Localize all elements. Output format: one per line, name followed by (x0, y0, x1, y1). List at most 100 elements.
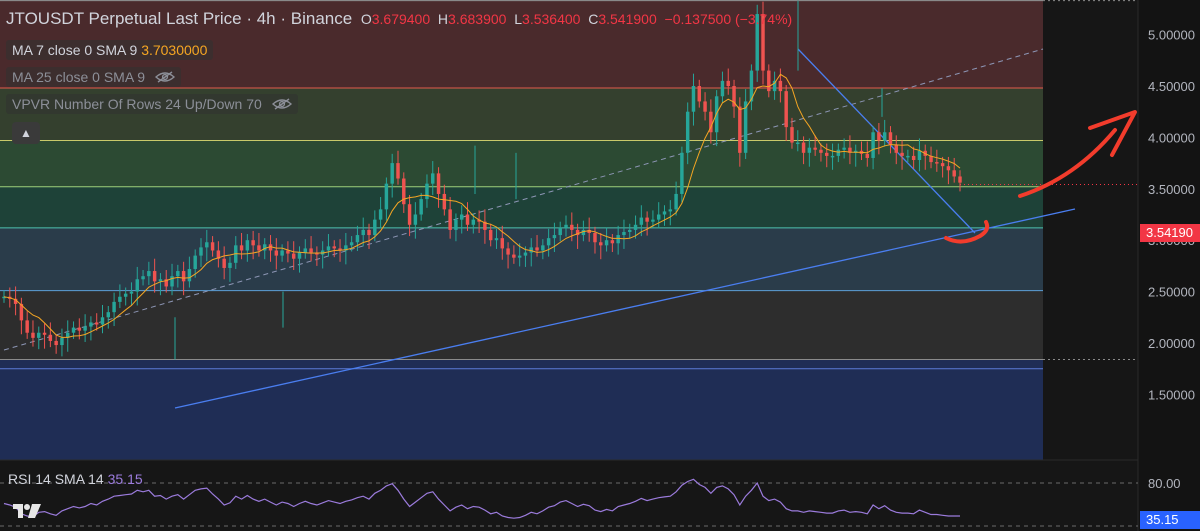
candle-body (384, 183, 389, 210)
candle-body (378, 209, 383, 220)
candle-body (506, 248, 510, 255)
candle-body (575, 229, 580, 236)
candle-body (349, 242, 354, 246)
candle-body (390, 163, 394, 184)
candle-body (355, 235, 360, 243)
candle-body (60, 337, 64, 346)
candle-body (564, 224, 568, 228)
candle-body (888, 132, 893, 145)
candle-body (668, 209, 673, 212)
ascending-support-line (174, 208, 1076, 409)
candle-body (152, 271, 157, 282)
rsi-tick-label: 80.00 (1148, 476, 1181, 491)
candle-body (836, 149, 841, 156)
candle-body (402, 178, 406, 205)
last-price-tag: 3.54190 (1140, 224, 1200, 242)
symbol-title[interactable]: JTOUSDT Perpetual Last Price (6, 9, 242, 28)
candle-body (373, 219, 377, 236)
candle-body (662, 211, 667, 215)
hand-drawn-arrow-icon (1018, 128, 1117, 198)
candle-body (830, 155, 835, 158)
candle-body (819, 149, 823, 153)
indicator-vpvr[interactable]: VPVR Number Of Rows 24 Up/Down 70 (6, 94, 298, 114)
candle-body (112, 301, 116, 313)
candle-body (280, 250, 284, 256)
candle-body (778, 80, 783, 92)
candle-body (77, 327, 82, 331)
candle-body (587, 229, 591, 234)
y-tick-label: 4.50000 (1148, 79, 1195, 94)
chevron-up-icon[interactable]: ▲ (12, 122, 40, 144)
rsi-legend[interactable]: RSI 14 SMA 14 35.15 (8, 471, 143, 487)
low-value: 3.536400 (522, 11, 581, 27)
candle-body (2, 296, 6, 299)
hidden-eye-icon[interactable] (154, 71, 175, 83)
candle-body (454, 219, 458, 230)
change-value: −0.137500 (−3.74%) (664, 11, 793, 27)
ohlc-readout: O3.679400 H3.683900 L3.536400 C3.541900 … (360, 11, 793, 27)
candle-body (396, 163, 400, 179)
candle-body (94, 322, 99, 325)
candle-body (825, 152, 829, 156)
ma7-line (3, 73, 961, 338)
exchange-label: Binance (290, 9, 353, 28)
candle-body (135, 279, 139, 292)
candle-body (141, 276, 145, 280)
candle-body (865, 153, 870, 158)
candle-body (604, 240, 609, 246)
indicator-ma7[interactable]: MA 7 close 0 SMA 9 3.7030000 (6, 40, 214, 60)
fib-zone (0, 186, 1043, 228)
candle-body (581, 229, 586, 236)
fib-zone (0, 290, 1043, 360)
interval-label[interactable]: 4h (256, 9, 276, 28)
ma7-value: 3.7030000 (141, 42, 208, 58)
candle-body (239, 245, 244, 251)
candle-body (894, 144, 898, 153)
candle-body (431, 173, 435, 184)
candle-body (448, 209, 452, 230)
close-value: 3.541900 (598, 11, 657, 27)
candle-body (425, 183, 429, 200)
candle-body (164, 279, 168, 287)
candle-body (193, 255, 197, 269)
open-value: 3.679400 (371, 11, 431, 27)
candle-body (633, 224, 638, 230)
candle-body (83, 326, 87, 331)
candle-body (315, 252, 319, 255)
hidden-eye-icon[interactable] (271, 98, 292, 110)
candle-body (929, 155, 933, 163)
candle-body (709, 111, 713, 133)
candle-body (911, 155, 916, 161)
candle-body (645, 217, 649, 222)
candle-body (106, 312, 111, 318)
candle-body (871, 132, 875, 158)
candle-body (274, 250, 279, 256)
rsi-line (3, 478, 960, 519)
candle-body (546, 238, 551, 246)
indicator-ma25[interactable]: MA 25 close 0 SMA 9 (6, 67, 181, 87)
candle-body (738, 106, 742, 153)
candle-body (761, 14, 765, 71)
candle-body (680, 152, 684, 194)
candle-body (19, 303, 24, 321)
candle-body (703, 101, 707, 112)
candle-body (222, 258, 226, 268)
candle-body (459, 214, 464, 220)
candle-body (772, 80, 777, 92)
candle-body (900, 152, 904, 156)
candle-body (616, 235, 620, 244)
candle-body (338, 248, 342, 251)
candle-body (361, 229, 365, 236)
candle-body (100, 317, 105, 325)
candle-body (651, 219, 655, 222)
candle-body (958, 176, 962, 183)
candle-body (344, 245, 348, 251)
candle-body (436, 173, 441, 194)
candle-body (610, 240, 615, 244)
candle-body (796, 142, 800, 145)
candle-body (570, 224, 574, 230)
y-tick-label: 2.50000 (1148, 285, 1195, 300)
fib-zone (0, 140, 1043, 187)
candle-body (877, 132, 881, 141)
